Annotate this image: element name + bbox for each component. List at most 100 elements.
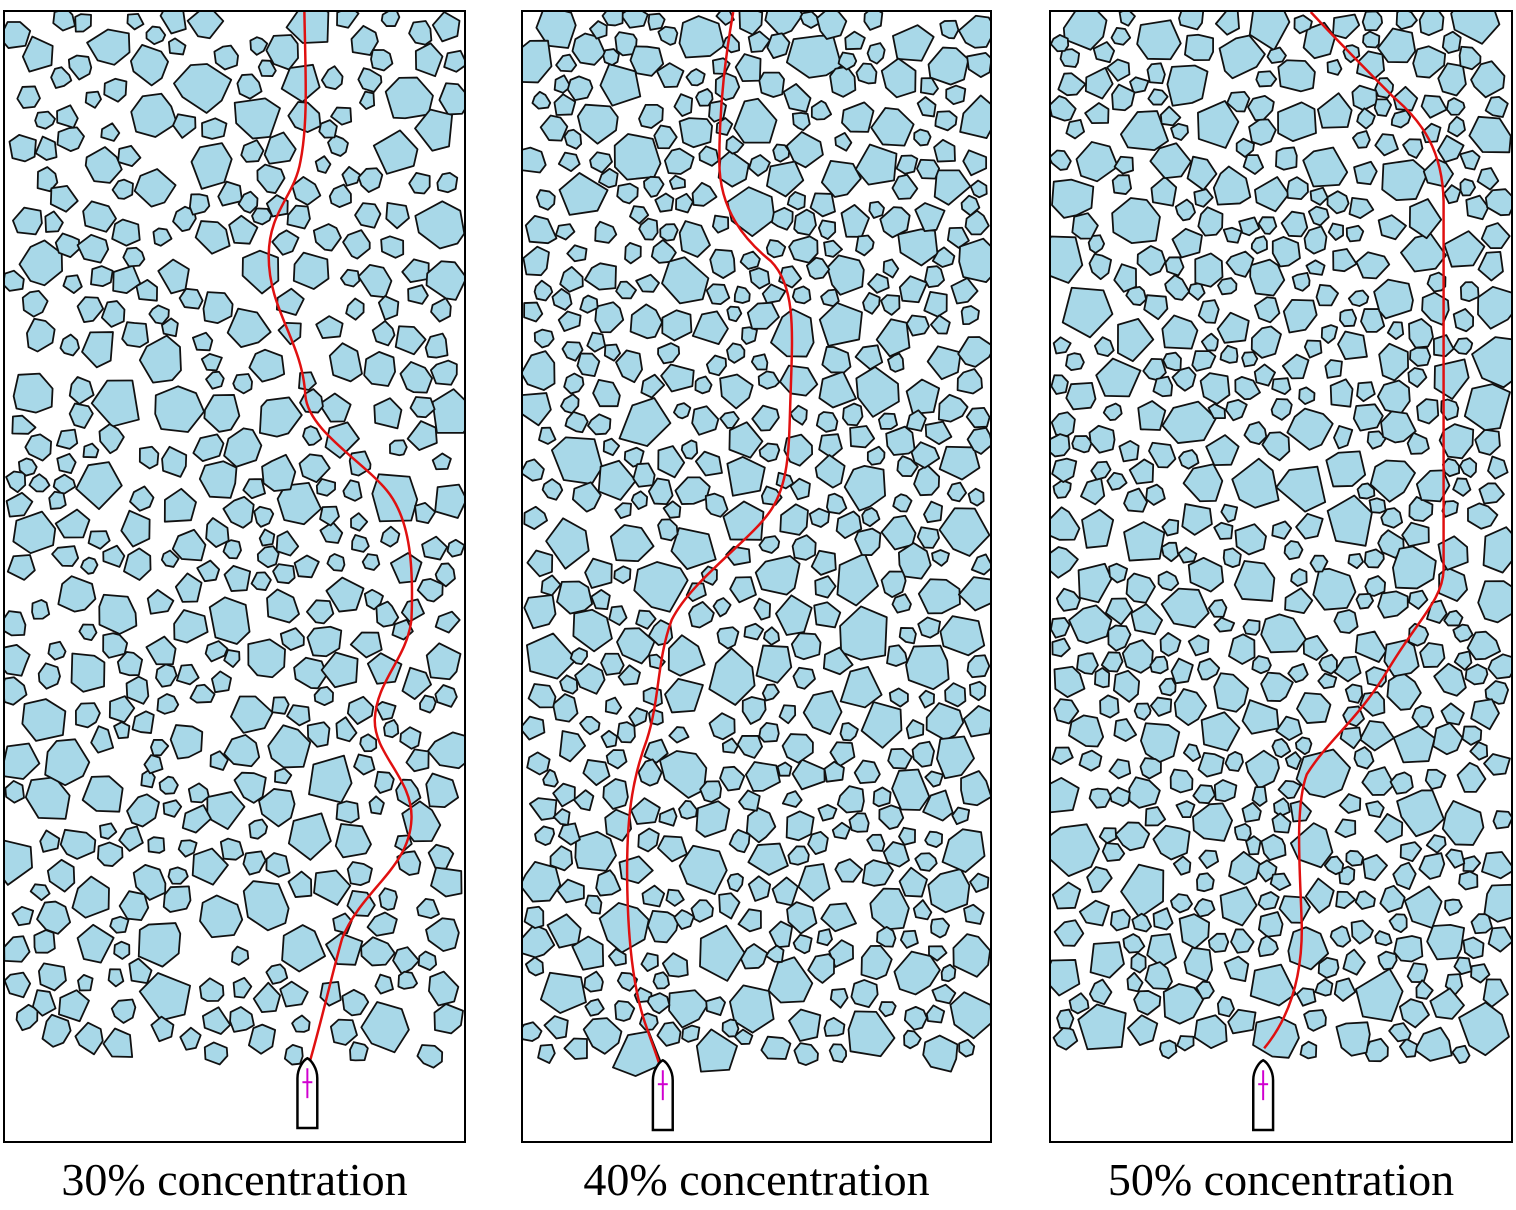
ice-floe-icon — [1222, 226, 1243, 244]
ice-floe-icon — [414, 108, 453, 152]
ice-floe-icon — [1286, 176, 1309, 201]
ice-floe-icon — [1051, 823, 1100, 878]
ice-floe-icon — [945, 84, 967, 106]
ice-floe-icon — [1053, 919, 1085, 947]
ice-floe-icon — [879, 206, 911, 239]
ice-floe-icon — [558, 172, 609, 216]
ice-floe-icon — [350, 512, 369, 532]
ice-floe-icon — [893, 950, 941, 996]
caption-40-percent: 40% concentration — [583, 1154, 930, 1205]
ice-floe-icon — [767, 956, 814, 1004]
ice-floe-icon — [397, 970, 419, 990]
ice-floe-icon — [1452, 623, 1474, 643]
ice-floe-icon — [1392, 545, 1437, 590]
ice-floe-icon — [969, 179, 988, 199]
ice-floe-icon — [584, 998, 605, 1017]
ice-floe-icon — [1411, 704, 1435, 729]
ice-floe-icon — [779, 503, 809, 536]
ice-floe-icon — [1122, 933, 1146, 954]
ice-floe-icon — [113, 940, 131, 960]
ice-floe-icon — [330, 106, 353, 126]
ice-floe-icon — [1363, 548, 1385, 569]
ice-floe-icon — [1390, 109, 1412, 129]
ice-floe-icon — [1177, 546, 1198, 564]
ice-floe-icon — [1133, 990, 1162, 1016]
ice-floe-icon — [31, 989, 57, 1017]
ice-floe-icon — [788, 1008, 822, 1042]
ice-floe-icon — [602, 437, 621, 457]
ice-floe-icon — [553, 93, 577, 116]
ice-floe-icon — [898, 275, 929, 304]
ice-floe-icon — [70, 652, 106, 693]
ice-floe-icon — [1318, 653, 1338, 675]
ice-floe-icon — [535, 189, 556, 211]
ice-floe-icon — [283, 1043, 304, 1066]
ice-floe-icon — [5, 470, 27, 494]
ice-floe-icon — [1164, 256, 1185, 277]
ice-floe-icon — [265, 852, 291, 878]
ice-floe-icon — [781, 733, 814, 764]
ice-floe-icon — [156, 693, 180, 715]
ice-floe-icon — [1462, 855, 1482, 873]
ice-floe-icon — [1183, 946, 1213, 983]
ice-floe-icon — [1051, 374, 1069, 395]
ice-floe-icon — [1284, 587, 1314, 614]
ice-floe-icon — [1289, 822, 1334, 869]
ice-floe-icon — [1227, 1008, 1257, 1035]
ice-floe-icon — [629, 205, 650, 225]
ice-floe-icon — [559, 266, 584, 293]
ice-floe-icon — [743, 622, 765, 641]
ice-floe-icon — [223, 564, 252, 592]
ice-floe-icon — [905, 314, 930, 337]
ice-floe-icon — [1095, 357, 1142, 398]
ice-floe-icon — [1113, 718, 1138, 742]
ice-floe-icon — [744, 761, 781, 792]
ice-floe-icon — [726, 186, 776, 238]
ice-floe-icon — [1128, 458, 1155, 485]
ice-floe-icon — [726, 305, 743, 323]
ice-floe-icon — [924, 265, 945, 289]
ice-floe-icon — [946, 226, 970, 249]
ice-floe-icon — [223, 649, 241, 668]
ice-floe-icon — [232, 373, 253, 395]
ice-floe-icon — [1068, 992, 1090, 1015]
ice-floe-icon — [748, 154, 771, 177]
ice-floe-icon — [102, 632, 129, 659]
ice-floe-icon — [1051, 506, 1081, 541]
ice-floe-icon — [1412, 45, 1447, 79]
ice-floe-icon — [363, 350, 396, 387]
ice-floe-icon — [1290, 568, 1308, 587]
ice-floe-icon — [923, 500, 944, 524]
ice-floe-icon — [898, 866, 928, 898]
ice-floe-icon — [728, 828, 751, 854]
ice-floe-icon — [1178, 12, 1205, 31]
ice-floe-icon — [615, 349, 643, 384]
ice-floe-icon — [788, 235, 819, 264]
ice-floe-icon — [698, 145, 720, 167]
ice-floe-icon — [541, 478, 564, 501]
ice-floe-icon — [876, 925, 897, 948]
ice-floe-icon — [861, 859, 894, 887]
ice-floe-icon — [1492, 810, 1511, 830]
ice-floe-icon — [261, 453, 297, 492]
ice-floe-icon — [206, 791, 246, 831]
ice-floe-icon — [1278, 895, 1311, 924]
ice-floe-icon — [691, 405, 720, 436]
ice-floe-icon — [1437, 535, 1469, 571]
ice-floe-icon — [875, 318, 911, 358]
ice-floe-icon — [133, 168, 177, 208]
ice-floe-icon — [117, 144, 142, 168]
ice-floe-icon — [129, 485, 155, 512]
ice-floe-icon — [394, 325, 427, 356]
ice-floe-icon — [1164, 274, 1191, 301]
ice-floe-icon — [1217, 277, 1238, 296]
ice-floe-icon — [1298, 386, 1316, 406]
ice-floe-icon — [118, 825, 144, 852]
ice-floe-icon — [205, 370, 225, 390]
ice-floe-icon — [44, 738, 91, 787]
ice-floe-icon — [1111, 197, 1161, 244]
ice-floe-icon — [434, 562, 456, 588]
ice-floe-icon — [905, 719, 925, 740]
ice-floe-icon — [1094, 667, 1111, 689]
ice-floe-icon — [1071, 212, 1099, 240]
